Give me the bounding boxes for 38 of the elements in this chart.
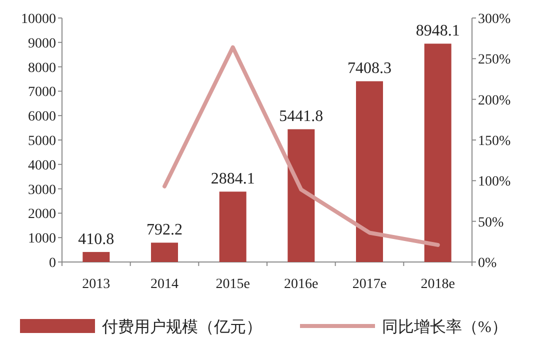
y2-tick-label: 300%: [478, 12, 511, 27]
y-tick-label: 1000: [28, 232, 56, 247]
bar: [356, 81, 383, 262]
y2-tick-label: 50%: [478, 215, 504, 230]
y-tick-label: 4000: [28, 158, 56, 174]
y-tick-label: 7000: [28, 85, 56, 100]
data-label: 792.2: [146, 222, 182, 239]
legend-label: 同比增长率（%）: [382, 318, 508, 336]
bar: [288, 129, 315, 262]
data-label: 410.8: [78, 230, 114, 248]
y-tick-label: 8000: [28, 60, 56, 76]
x-tick-label: 2016e: [284, 277, 318, 292]
x-tick-label: 2014: [150, 277, 178, 292]
x-tick-label: 2013: [82, 277, 110, 292]
y-tick-label: 6000: [28, 110, 56, 125]
data-label: 8948.1: [416, 22, 460, 40]
y-tick-label: 10000: [21, 12, 56, 27]
x-tick-label: 2017e: [352, 277, 387, 292]
y-tick-label: 9000: [28, 36, 56, 52]
y2-tick-label: 100%: [478, 174, 511, 190]
x-tick-label: 2018e: [420, 277, 455, 292]
x-tick-label: 2015e: [216, 277, 250, 292]
data-label: 2884.1: [210, 170, 255, 188]
data-label: 7408.3: [348, 60, 392, 78]
y2-tick-label: 0%: [478, 256, 497, 271]
bar: [424, 44, 452, 262]
data-label: 5441.8: [279, 108, 324, 126]
y-tick-label: 3000: [28, 182, 56, 198]
bar: [219, 192, 246, 262]
y-tick-label: 0: [49, 256, 56, 271]
bar: [82, 252, 110, 262]
y-tick-label: 5000: [28, 134, 56, 149]
y2-tick-label: 250%: [478, 52, 511, 68]
bar: [151, 242, 178, 262]
y2-tick-label: 200%: [478, 93, 511, 108]
y2-tick-label: 150%: [478, 134, 511, 149]
legend-label: 付费用户规模（亿元）: [101, 318, 262, 336]
y-tick-label: 2000: [28, 207, 56, 222]
